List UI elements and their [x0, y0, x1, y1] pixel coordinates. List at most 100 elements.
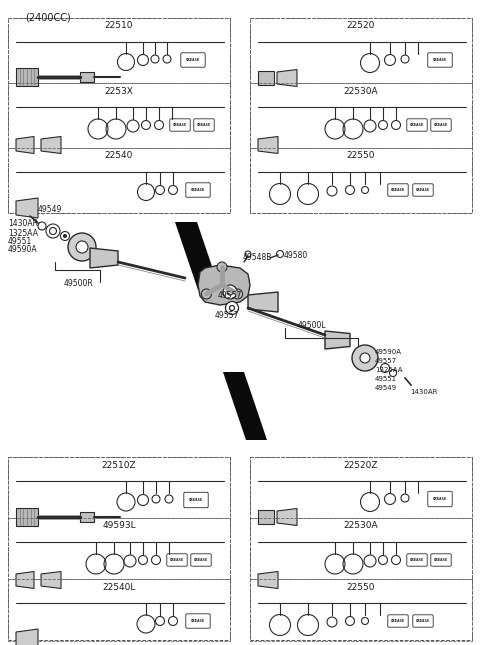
Bar: [250, 579, 472, 641]
Circle shape: [202, 289, 211, 299]
Text: GREASE: GREASE: [173, 123, 187, 127]
Circle shape: [226, 301, 239, 315]
FancyBboxPatch shape: [388, 615, 408, 627]
Circle shape: [381, 364, 389, 373]
Text: GREASE: GREASE: [189, 498, 203, 502]
Text: GREASE: GREASE: [170, 558, 184, 562]
Polygon shape: [16, 198, 38, 218]
Text: 49500R: 49500R: [63, 279, 93, 288]
Circle shape: [276, 250, 284, 257]
Circle shape: [360, 353, 370, 363]
Polygon shape: [258, 571, 278, 588]
Text: 1325AA: 1325AA: [8, 228, 38, 237]
Polygon shape: [16, 571, 34, 588]
Text: GREASE: GREASE: [433, 58, 447, 62]
FancyBboxPatch shape: [407, 554, 427, 566]
Text: 22520: 22520: [347, 21, 375, 30]
Bar: [250, 518, 472, 579]
FancyBboxPatch shape: [184, 492, 208, 508]
Polygon shape: [277, 508, 297, 526]
Text: 49557: 49557: [215, 310, 240, 319]
Bar: [258, 71, 274, 85]
Polygon shape: [175, 222, 220, 290]
Text: GREASE: GREASE: [191, 188, 205, 192]
Bar: [8, 579, 230, 641]
Circle shape: [229, 306, 235, 310]
Text: 49593L: 49593L: [102, 522, 136, 530]
Bar: [258, 510, 274, 524]
Polygon shape: [16, 137, 34, 154]
Bar: [8, 457, 230, 518]
FancyBboxPatch shape: [167, 554, 187, 566]
Text: GREASE: GREASE: [416, 619, 430, 623]
Polygon shape: [198, 265, 250, 305]
Text: 22510Z: 22510Z: [102, 461, 136, 470]
Text: 22540L: 22540L: [102, 582, 136, 591]
Circle shape: [227, 289, 233, 295]
Text: GREASE: GREASE: [391, 619, 405, 623]
FancyBboxPatch shape: [186, 183, 210, 197]
Polygon shape: [325, 331, 350, 349]
Text: 22530A: 22530A: [344, 86, 378, 95]
Polygon shape: [223, 372, 267, 440]
FancyBboxPatch shape: [428, 491, 452, 507]
Bar: [8, 83, 230, 148]
Text: GREASE: GREASE: [186, 58, 200, 62]
Text: 49590A: 49590A: [375, 349, 402, 355]
Polygon shape: [16, 629, 38, 645]
Circle shape: [233, 289, 242, 299]
FancyBboxPatch shape: [431, 554, 451, 566]
Text: GREASE: GREASE: [410, 558, 424, 562]
Bar: [250, 83, 472, 148]
Text: GREASE: GREASE: [434, 558, 448, 562]
Text: 49548B: 49548B: [243, 252, 272, 261]
Circle shape: [49, 228, 57, 235]
Text: 22540: 22540: [105, 152, 133, 161]
Polygon shape: [277, 70, 297, 86]
Text: 1325AA: 1325AA: [375, 367, 403, 373]
Text: GREASE: GREASE: [433, 497, 447, 501]
Text: 49549: 49549: [38, 206, 62, 215]
Bar: [8, 18, 230, 213]
Text: 49557: 49557: [218, 290, 242, 299]
Polygon shape: [41, 571, 61, 588]
Text: GREASE: GREASE: [197, 123, 211, 127]
Text: 22520Z: 22520Z: [344, 461, 378, 470]
Text: 1430AR: 1430AR: [8, 219, 38, 228]
FancyBboxPatch shape: [431, 119, 451, 131]
Circle shape: [63, 235, 67, 237]
Text: 1430AR: 1430AR: [410, 389, 437, 395]
Text: 49590A: 49590A: [8, 246, 37, 255]
Bar: [250, 18, 472, 213]
Bar: [250, 148, 472, 213]
Text: 49551: 49551: [8, 237, 32, 246]
FancyBboxPatch shape: [194, 119, 214, 131]
Circle shape: [38, 222, 46, 230]
Circle shape: [46, 224, 60, 238]
Circle shape: [60, 232, 70, 241]
FancyBboxPatch shape: [388, 184, 408, 196]
Bar: [8, 518, 230, 579]
Text: 49549: 49549: [375, 385, 397, 391]
Text: GREASE: GREASE: [391, 188, 405, 192]
Bar: [8, 457, 230, 640]
FancyBboxPatch shape: [413, 184, 433, 196]
Polygon shape: [90, 248, 118, 268]
Bar: [250, 18, 472, 83]
Bar: [16, 508, 38, 526]
Circle shape: [245, 251, 251, 257]
Polygon shape: [258, 137, 278, 154]
Text: GREASE: GREASE: [434, 123, 448, 127]
Circle shape: [223, 285, 237, 299]
Text: 2253X: 2253X: [105, 86, 133, 95]
Bar: [250, 457, 472, 518]
FancyBboxPatch shape: [191, 554, 211, 566]
Text: (2400CC): (2400CC): [25, 12, 71, 22]
Text: 49580: 49580: [284, 250, 308, 259]
FancyBboxPatch shape: [428, 53, 452, 67]
Polygon shape: [248, 292, 278, 312]
Bar: [8, 148, 230, 213]
Text: GREASE: GREASE: [410, 123, 424, 127]
FancyBboxPatch shape: [407, 119, 427, 131]
Text: 22510: 22510: [105, 21, 133, 30]
